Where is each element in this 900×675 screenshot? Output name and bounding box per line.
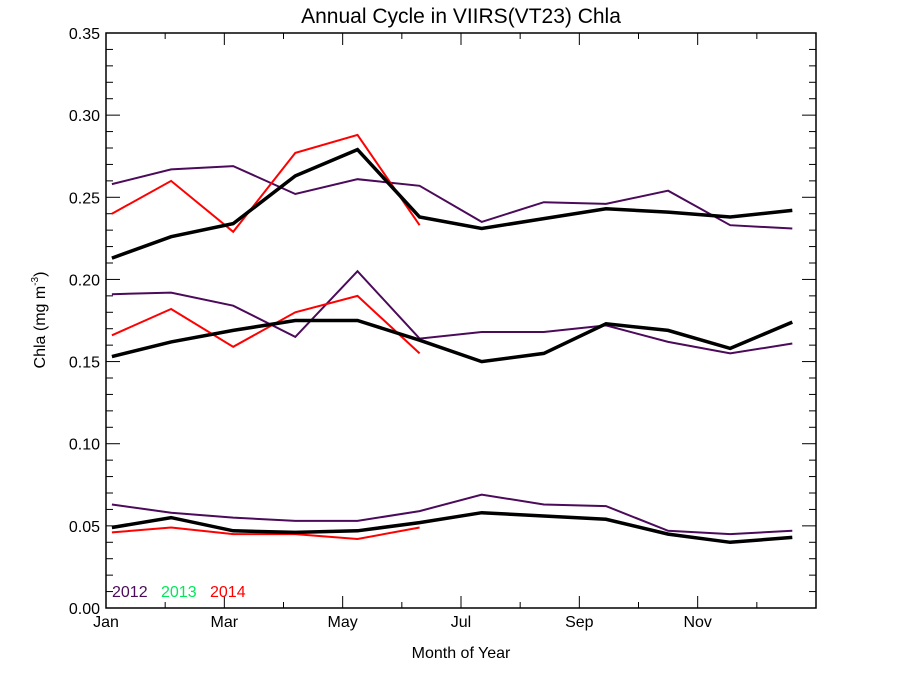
y-axis-label-close: ) bbox=[32, 272, 49, 277]
series-line-mean-middle bbox=[111, 318, 793, 364]
x-tick-label: Mar bbox=[211, 614, 239, 631]
series-line-2014-upper bbox=[111, 133, 421, 234]
series-line-mean-upper bbox=[111, 147, 793, 260]
series-line-2014-lower bbox=[111, 526, 420, 541]
y-tick-label: 0.25 bbox=[69, 190, 100, 207]
y-axis-label: Chla (mg m-3) bbox=[30, 272, 49, 369]
legend-entry-2013: 2013 bbox=[161, 584, 197, 601]
x-tick-label: Nov bbox=[683, 614, 711, 631]
series-line-2012-lower bbox=[111, 493, 793, 536]
y-tick-label: 0.00 bbox=[69, 601, 100, 618]
y-axis-label-main: Chla (mg m bbox=[32, 286, 49, 369]
y-tick-label: 0.20 bbox=[69, 272, 100, 289]
x-tick-label: May bbox=[328, 614, 358, 631]
y-axis-label-sup: -3 bbox=[30, 276, 41, 285]
x-tick-label: Sep bbox=[565, 614, 594, 631]
y-tick-label: 0.30 bbox=[69, 108, 100, 125]
y-tick-label: 0.15 bbox=[69, 355, 100, 372]
plot-frame bbox=[105, 32, 817, 609]
series-line-2014-middle bbox=[111, 294, 421, 355]
series-line-mean-lower bbox=[111, 510, 793, 545]
series-line-2012-upper bbox=[111, 165, 793, 230]
series-line-2012-middle bbox=[111, 269, 793, 355]
legend: 2012 2013 2014 bbox=[112, 584, 246, 601]
x-tick-label: Jul bbox=[451, 614, 471, 631]
y-tick-label: 0.05 bbox=[69, 519, 100, 536]
x-tick-label: Jan bbox=[93, 614, 119, 631]
y-tick-label: 0.10 bbox=[69, 437, 100, 454]
y-tick-label: 0.35 bbox=[69, 26, 100, 43]
chart-title: Annual Cycle in VIIRS(VT23) Chla bbox=[301, 5, 621, 28]
axes: Jan Mar May Jul Sep Nov 0.00 0.05 0.10 0.15 0.20 0.… bbox=[69, 26, 817, 631]
x-axis-label: Month of Year bbox=[412, 645, 511, 662]
legend-entry-2014: 2014 bbox=[210, 584, 246, 601]
legend-entry-2012: 2012 bbox=[112, 584, 148, 601]
series-group bbox=[111, 133, 793, 545]
